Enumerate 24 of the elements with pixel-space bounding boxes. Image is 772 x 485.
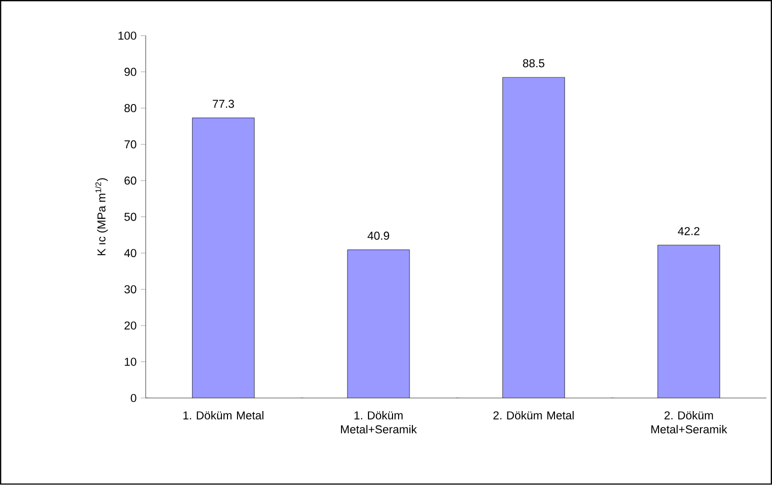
y-axis-title: K ıc (MPa m$^{1/2}$) — [95, 178, 108, 256]
bar — [347, 250, 410, 398]
bar — [502, 77, 565, 398]
x-tick-label: 2. Döküm Metal+Seramik — [651, 411, 728, 434]
x-tick-label: 1. Döküm Metal+Seramik — [341, 411, 417, 434]
y-tick-label: 70 — [124, 140, 136, 149]
data-label: 42.2 — [678, 227, 700, 236]
y-tick-label: 90 — [124, 68, 136, 76]
y-tick-label: 20 — [124, 322, 136, 330]
bar — [192, 118, 254, 398]
y-tick-label: 80 — [124, 104, 136, 112]
y-tick-label: 100 — [118, 32, 136, 40]
bar — [658, 245, 720, 398]
y-tick-label: 40 — [124, 249, 136, 258]
x-tick-label: 1. Döküm Metal — [183, 411, 264, 420]
data-label: 77.3 — [212, 100, 234, 108]
y-tick-label: 50 — [124, 212, 136, 222]
y-tick-label: 60 — [124, 176, 136, 185]
data-label: 40.9 — [368, 232, 390, 240]
y-tick-label: 30 — [124, 285, 136, 294]
y-tick-label: 0 — [130, 394, 136, 402]
x-tick-label: 2. Döküm Metal — [493, 411, 574, 420]
y-tick-label: 10 — [124, 358, 136, 366]
data-label: 88.5 — [522, 59, 544, 68]
